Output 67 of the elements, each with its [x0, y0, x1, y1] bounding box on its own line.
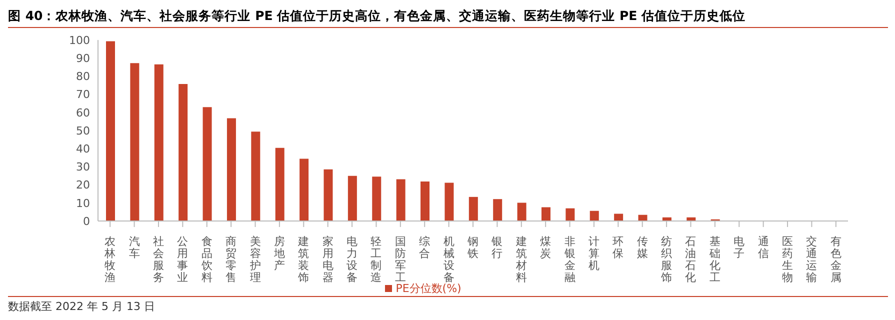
y-tick-label: 90: [76, 52, 90, 66]
bar: [275, 148, 284, 221]
bar: [154, 64, 164, 221]
x-tick-label: 建筑装饰: [297, 235, 310, 284]
y-tick-label: 80: [76, 70, 90, 84]
text: 数据截至 2022 年 5 月 13 日: [8, 299, 888, 314]
x-tick-label: 交通运输: [806, 235, 818, 284]
x-tick-label: 家用电器: [322, 235, 334, 284]
x-tick-label: 计算机: [588, 235, 600, 272]
x-tick-label: 食品饮料: [200, 235, 212, 284]
x-tick-label: 房地产: [272, 235, 285, 272]
x-tick-label: 汽车: [128, 235, 140, 260]
bar: [541, 207, 550, 221]
bar: [614, 214, 624, 221]
x-tick-label: 银行: [490, 235, 503, 260]
x-tick-label: 美容护理: [248, 235, 261, 284]
bar: [178, 84, 188, 221]
y-tick-label: 40: [76, 142, 90, 156]
bar: [517, 202, 526, 221]
x-tick-label: 石油石化: [685, 235, 696, 284]
x-tick-label: 公用事业: [177, 235, 188, 284]
x-tick-label: 农林牧渔: [104, 235, 116, 284]
bar: [468, 196, 478, 221]
bar: [106, 41, 115, 221]
x-tick-label: 非银金融: [563, 235, 576, 284]
y-tick-label: 100: [69, 34, 90, 47]
bar: [130, 63, 140, 221]
bar: [300, 158, 309, 221]
x-tick-label: 商贸零售: [226, 235, 237, 284]
x-tick-label: 社会服务: [152, 235, 164, 284]
bar: [202, 107, 212, 221]
y-tick-label: 30: [76, 160, 90, 174]
y-tick-label: 0: [83, 214, 90, 228]
y-tick-label: 10: [76, 196, 90, 210]
x-tick-label: 通信: [758, 235, 769, 260]
x-tick-label: 医药生物: [782, 235, 794, 284]
x-tick-label: 国防军工: [394, 235, 406, 284]
x-tick-label: 轻工制造: [370, 235, 382, 284]
x-tick-label: 传媒: [636, 235, 648, 260]
bar: [251, 132, 260, 221]
y-tick-label: 60: [76, 106, 90, 120]
x-tick-label: 煤炭: [540, 235, 552, 260]
y-tick-label: 50: [76, 124, 90, 138]
bar: [372, 176, 382, 221]
bar: [493, 199, 502, 221]
bar: [590, 210, 599, 221]
x-tick-label: 建筑材料: [514, 235, 527, 284]
y-tick-label: 70: [76, 88, 90, 102]
x-tick-label: 电子: [734, 235, 745, 260]
x-tick-label: 环保: [612, 235, 624, 260]
x-tick-label: 钢铁: [466, 235, 478, 260]
x-tick-label: 综合: [419, 235, 430, 260]
chart-title: 图 40：农林牧渔、汽车、社会服务等行业 PE 估值位于历史高位，有色金属、交通运输、医药生物等行业 PE 估值位于历史低位: [8, 8, 888, 28]
legend-label: PE分位数(%): [396, 282, 462, 295]
x-tick-label: 机械设备: [443, 235, 454, 284]
bar: [324, 169, 333, 221]
bar: [226, 118, 236, 221]
bar: [566, 208, 575, 221]
x-tick-label: 基础化工: [708, 235, 720, 284]
bar: [444, 182, 454, 221]
bar: [396, 179, 406, 221]
y-tick-label: 20: [76, 178, 90, 192]
bar: [420, 182, 430, 221]
bar: [348, 176, 357, 221]
x-tick-label: 电力设备: [346, 235, 358, 284]
x-tick-label: 有色金属: [830, 235, 842, 284]
x-tick-label: 纺织服饰: [660, 235, 672, 284]
